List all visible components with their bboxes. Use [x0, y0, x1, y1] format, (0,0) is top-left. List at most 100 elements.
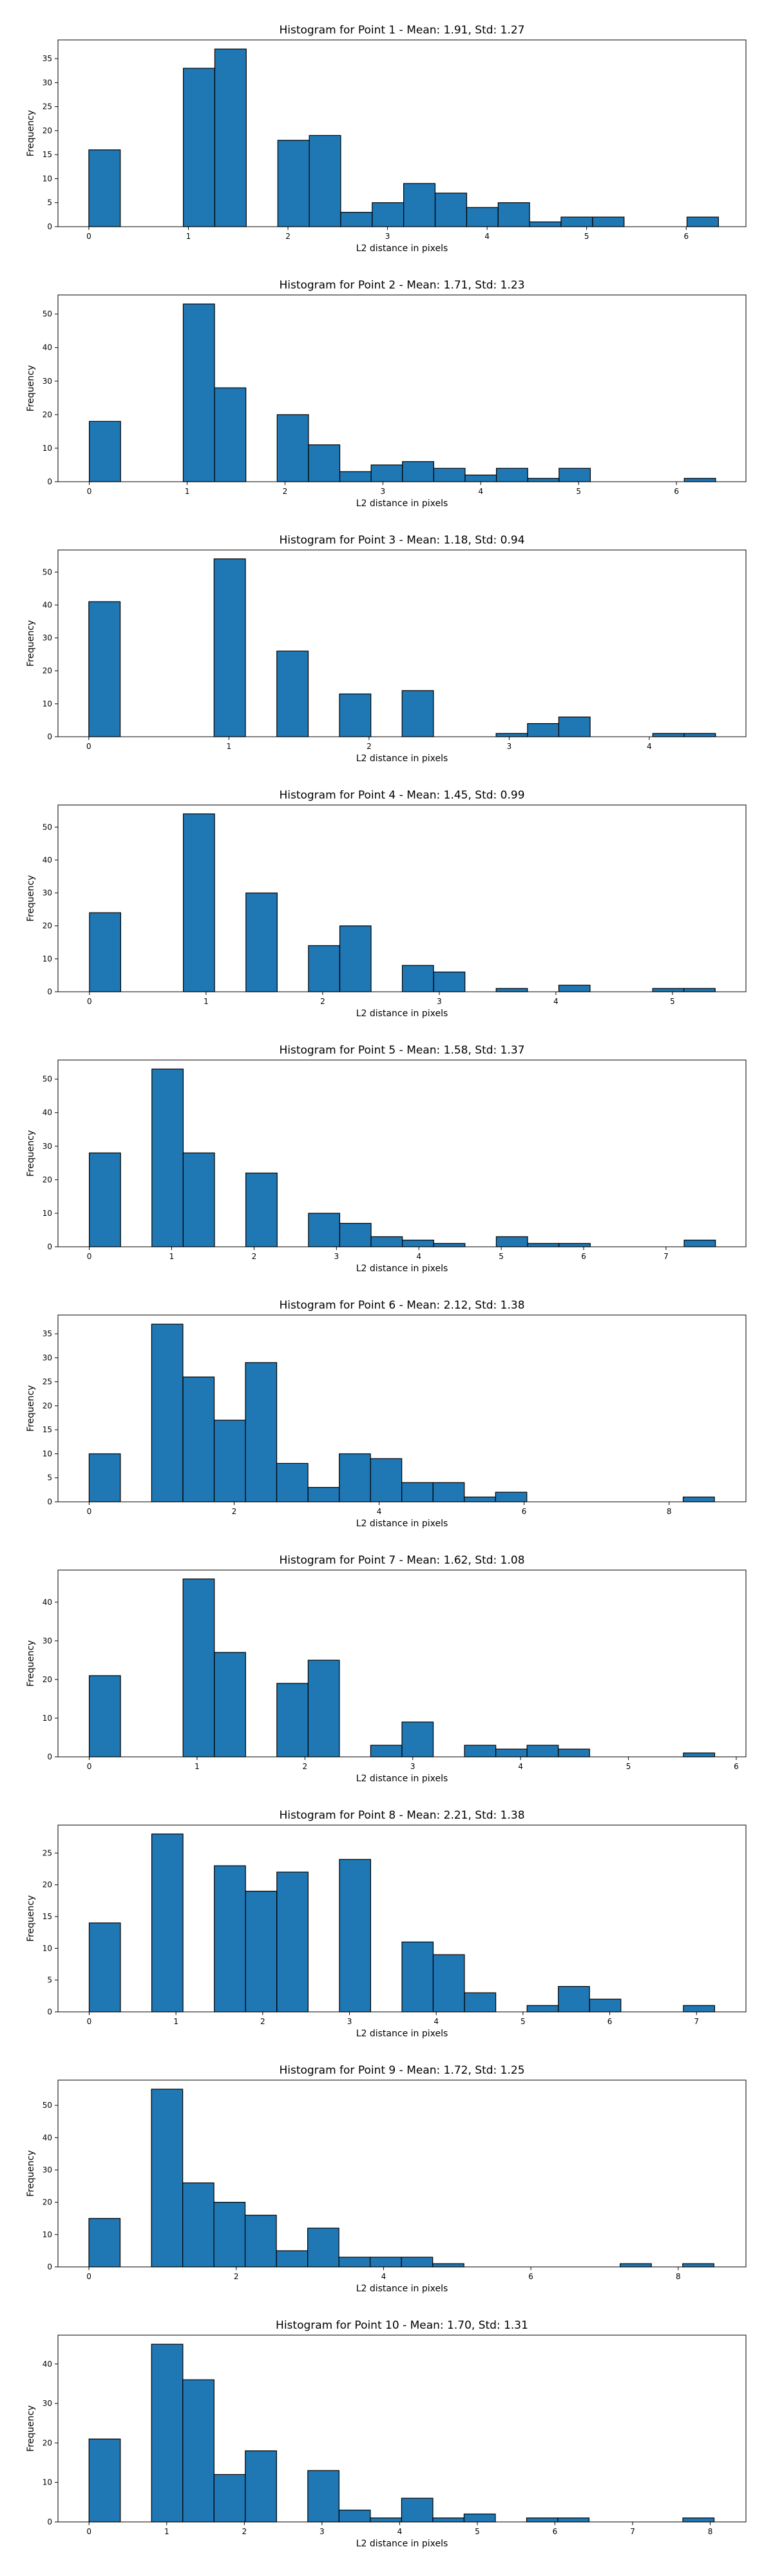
x-tick-label: 3: [507, 742, 512, 751]
x-axis-label: L2 distance in pixels: [356, 2284, 448, 2294]
histogram-bar: [276, 414, 309, 482]
x-axis-label: L2 distance in pixels: [356, 1009, 448, 1019]
histogram-bar: [245, 1172, 278, 1247]
histogram-bar: [370, 1236, 403, 1247]
y-tick-label: 10: [43, 1714, 52, 1723]
histogram-bar: [308, 945, 340, 992]
y-tick-label: 10: [43, 2478, 52, 2487]
chart-title: Histogram for Point 8 - Mean: 2.21, Std:…: [279, 1809, 524, 1822]
y-tick-label: 50: [43, 1075, 52, 1084]
y-tick-label: 40: [43, 600, 52, 609]
x-tick-label: 2: [285, 232, 291, 241]
histogram-bar: [214, 387, 247, 482]
histogram-bar: [276, 1871, 309, 2012]
x-tick-label: 0: [86, 2272, 91, 2281]
chart-title: Histogram for Point 9 - Mean: 1.72, Std:…: [279, 2064, 524, 2077]
y-tick-label: 30: [43, 634, 52, 643]
x-tick-label: 2: [367, 742, 372, 751]
histogram-bar: [558, 1985, 590, 2012]
y-tick-label: 0: [47, 987, 52, 996]
histogram-bar: [529, 221, 562, 227]
x-tick-label: 4: [518, 1762, 523, 1771]
histogram-bar: [683, 1752, 716, 1757]
y-tick-label: 10: [43, 2230, 52, 2239]
histogram-bar: [276, 1683, 309, 1757]
histogram-panel-2: Histogram for Point 2 - Mean: 1.71, Std:…: [26, 279, 747, 509]
y-tick-label: 35: [43, 54, 52, 63]
x-tick-label: 6: [581, 1252, 586, 1261]
histogram-bar: [88, 1922, 121, 2012]
histogram-bar: [589, 1998, 622, 2012]
x-tick-label: 0: [87, 997, 92, 1006]
x-tick-label: 1: [169, 1252, 175, 1261]
histogram-bar: [182, 303, 215, 482]
x-tick-label: 3: [437, 997, 442, 1006]
x-tick-label: 1: [186, 232, 191, 241]
x-tick-label: 6: [522, 1507, 527, 1516]
x-tick-label: 5: [584, 232, 589, 241]
y-tick-label: 40: [43, 2360, 52, 2369]
histogram-bar: [89, 912, 121, 992]
y-tick-label: 50: [43, 310, 52, 319]
x-axis-label: L2 distance in pixels: [356, 1264, 448, 1274]
histogram-bar: [308, 444, 341, 482]
y-tick-label: 20: [43, 410, 52, 419]
x-tick-label: 4: [434, 2017, 439, 2026]
y-tick-label: 30: [43, 78, 52, 87]
histogram-bar: [370, 1458, 403, 1502]
y-axis-label: Frequency: [26, 1385, 36, 1432]
histogram-bar: [213, 558, 246, 737]
histogram-bar: [558, 985, 591, 992]
histogram-bar: [526, 2517, 558, 2523]
x-tick-label: 4: [381, 2272, 386, 2281]
y-tick-label: 20: [43, 126, 52, 135]
histogram-bar: [495, 1236, 528, 1247]
y-tick-label: 25: [43, 1378, 52, 1387]
x-tick-label: 3: [410, 1762, 415, 1771]
histogram-bar: [151, 2088, 184, 2268]
histogram-bar: [560, 216, 593, 227]
histogram-bar: [339, 925, 372, 992]
histogram-bar: [214, 48, 247, 227]
plot-frame: [57, 549, 747, 737]
histogram-bar: [182, 813, 215, 992]
y-tick-label: 15: [43, 1912, 52, 1921]
histogram-bar: [339, 471, 372, 482]
y-axis-label: Frequency: [26, 2405, 36, 2452]
y-tick-label: 5: [47, 1976, 52, 1985]
y-tick-label: 30: [43, 1636, 52, 1645]
x-axis-label: L2 distance in pixels: [356, 2029, 448, 2039]
histogram-bar: [495, 988, 528, 992]
histogram-bar: [652, 733, 685, 737]
x-tick-label: 4: [377, 1507, 382, 1516]
y-axis-label: Frequency: [26, 2150, 36, 2197]
x-tick-label: 0: [87, 1507, 92, 1516]
y-tick-label: 40: [43, 343, 52, 352]
chart-title: Histogram for Point 5 - Mean: 1.58, Std:…: [279, 1044, 524, 1057]
histogram-bar: [401, 1482, 434, 1502]
x-tick-label: 1: [185, 487, 190, 496]
x-tick-label: 1: [227, 742, 232, 751]
histogram-bar: [89, 1152, 121, 1247]
x-tick-label: 0: [87, 1252, 92, 1261]
histogram-bar: [464, 1496, 496, 1502]
histogram-bar: [340, 212, 373, 227]
histogram-bar: [151, 1323, 184, 1502]
histogram-bar: [497, 202, 530, 227]
histogram-bar: [338, 2257, 371, 2268]
histogram-bar: [557, 2517, 590, 2523]
histogram-bar: [495, 1748, 528, 1757]
y-tick-label: 40: [43, 2133, 52, 2142]
plot-frame: [57, 804, 747, 992]
x-tick-label: 4: [484, 232, 490, 241]
histogram-bar: [464, 474, 497, 482]
histogram-bar: [403, 183, 436, 227]
histogram-panel-7: Histogram for Point 7 - Mean: 1.62, Std:…: [26, 1554, 747, 1784]
x-tick-label: 4: [397, 2527, 403, 2536]
y-tick-label: 0: [47, 477, 52, 486]
histogram-bar: [88, 149, 121, 227]
histogram-bar: [401, 1941, 434, 2012]
histogram-bar: [372, 202, 405, 227]
x-tick-label: 5: [670, 997, 675, 1006]
y-tick-label: 20: [43, 1675, 52, 1684]
